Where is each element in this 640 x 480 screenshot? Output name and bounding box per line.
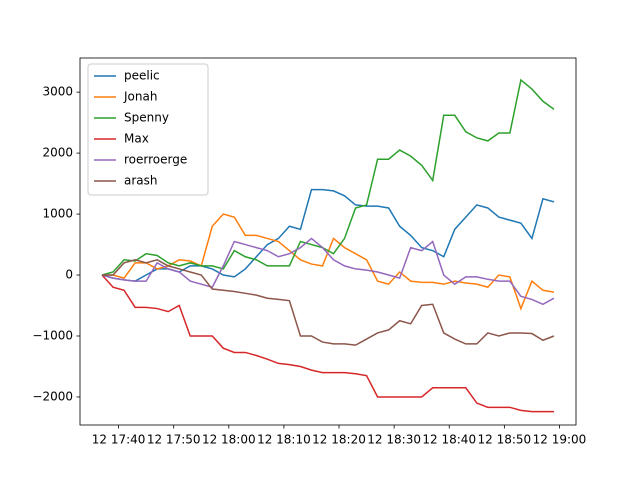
legend-label: Jonah bbox=[123, 90, 157, 104]
series-line bbox=[101, 188, 555, 282]
legend-label: Max bbox=[124, 132, 149, 146]
legend-label: arash bbox=[124, 174, 158, 188]
y-tick-label: −1000 bbox=[32, 328, 73, 342]
x-tick-label: 12 17:50 bbox=[147, 433, 201, 447]
y-tick-label: 1000 bbox=[42, 207, 73, 221]
series-line bbox=[101, 237, 555, 306]
x-tick-label: 12 18:40 bbox=[422, 433, 476, 447]
series-line bbox=[102, 213, 555, 311]
legend-label: Spenny bbox=[124, 111, 169, 125]
x-tick-label: 12 18:20 bbox=[312, 433, 366, 447]
x-tick-label: 12 18:30 bbox=[367, 433, 421, 447]
series-line bbox=[101, 274, 554, 413]
axes-frame bbox=[79, 57, 577, 426]
y-tick-label: −2000 bbox=[32, 389, 73, 403]
y-tick-label: 3000 bbox=[42, 85, 73, 99]
x-tick-label: 12 18:50 bbox=[478, 433, 532, 447]
legend-box bbox=[87, 63, 209, 196]
x-tick-label: 12 19:00 bbox=[533, 433, 587, 447]
x-tick-label: 12 17:40 bbox=[92, 433, 146, 447]
y-tick-label: 2000 bbox=[42, 146, 73, 160]
legend-label: roerroerge bbox=[124, 153, 187, 167]
x-tick-label: 12 18:00 bbox=[202, 433, 256, 447]
series-line bbox=[102, 258, 555, 346]
x-tick-label: 12 18:10 bbox=[257, 433, 311, 447]
series-line bbox=[101, 78, 555, 276]
legend-label: peelic bbox=[124, 69, 160, 83]
y-tick-label: 0 bbox=[65, 268, 73, 282]
